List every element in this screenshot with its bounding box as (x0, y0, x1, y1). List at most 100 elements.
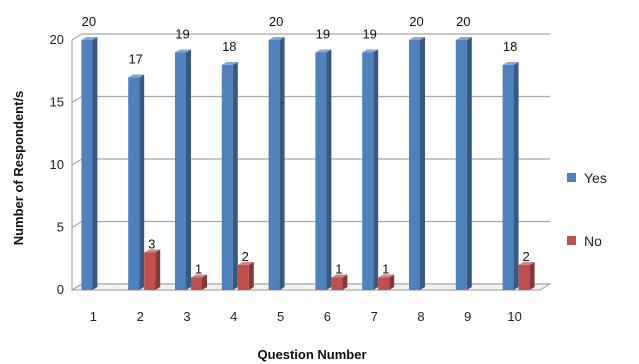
bar-front (175, 52, 186, 290)
x-tick-label: 7 (371, 309, 378, 324)
bar-top (378, 274, 395, 278)
x-tick-label: 9 (464, 309, 471, 324)
bar-top (409, 37, 425, 40)
data-label: 20 (82, 14, 96, 29)
bar-front (237, 265, 249, 290)
bar-no-10: 2 (518, 249, 535, 290)
bar-front (502, 65, 514, 290)
bar-side (248, 262, 254, 290)
bar-top (191, 274, 207, 278)
bar-no-2: 3 (144, 237, 161, 290)
bar-top (502, 62, 519, 65)
data-label: 20 (456, 14, 470, 29)
data-label: 1 (335, 262, 342, 277)
bar-top (144, 249, 161, 253)
data-label: 2 (242, 249, 249, 264)
bar-front (315, 52, 327, 290)
bar-front (144, 252, 156, 290)
bar-yes-6: 19 (315, 27, 332, 290)
data-label: 2 (522, 249, 529, 264)
x-tick-label: 5 (277, 309, 284, 324)
y-axis-title: Number of Respondent/s (11, 91, 26, 246)
legend-swatch-no (567, 236, 576, 245)
bar-yes-10: 18 (502, 39, 519, 290)
x-tick-label: 2 (137, 309, 144, 324)
bar-top (331, 274, 348, 278)
y-tick-label: 0 (57, 282, 64, 297)
bar-side (373, 49, 379, 290)
data-label: 20 (269, 14, 283, 29)
bar-side (202, 274, 207, 290)
bar-side (155, 249, 161, 290)
x-tick-label: 3 (183, 309, 190, 324)
x-tick-label: 4 (230, 309, 237, 324)
data-label: 1 (382, 262, 389, 277)
bars: 20 17 3 19 1 18 2 20 19 1 19 1 20 20 18 2 (81, 14, 535, 290)
bar-side (92, 37, 98, 290)
bar-no-3: 1 (191, 262, 207, 290)
legend-label-no: No (584, 233, 602, 249)
bar-top (268, 37, 285, 40)
data-label: 1 (195, 262, 202, 277)
data-label: 19 (175, 27, 189, 42)
bar-yes-5: 20 (268, 14, 285, 290)
bar-front (268, 40, 280, 290)
bar-top (362, 49, 379, 53)
x-tick-label: 8 (417, 309, 424, 324)
bar-yes-8: 20 (409, 14, 425, 290)
bar-side (466, 37, 472, 290)
bar-top (81, 37, 98, 40)
data-label: 19 (316, 27, 330, 42)
bar-front (221, 65, 233, 290)
bar-front (331, 277, 343, 290)
legend-swatch-yes (567, 173, 576, 182)
bar-front (409, 40, 420, 290)
data-label: 18 (503, 39, 517, 54)
bar-side (139, 74, 145, 290)
bar-side (529, 262, 535, 290)
data-label: 20 (409, 14, 423, 29)
y-tick-labels: 0 5 10 15 20 (50, 32, 64, 297)
bar-front (191, 277, 202, 290)
bar-side (420, 37, 425, 290)
gridline (71, 33, 550, 41)
bar-side (186, 49, 191, 290)
x-tick-label: 1 (90, 309, 97, 324)
bar-yes-9: 20 (455, 14, 472, 290)
data-label: 18 (222, 39, 236, 54)
y-tick-label: 5 (57, 220, 64, 235)
x-tick-label: 6 (324, 309, 331, 324)
bar-top (128, 74, 145, 78)
bar-side (513, 62, 519, 290)
bar-front (518, 265, 530, 290)
bar-yes-7: 19 (362, 27, 379, 290)
bar-front (362, 52, 374, 290)
bar-side (342, 274, 348, 290)
bar-side (389, 274, 395, 290)
bar-side (232, 62, 238, 290)
bar-yes-2: 17 (128, 52, 145, 290)
bar-yes-3: 19 (175, 27, 191, 290)
bar-top (455, 37, 472, 40)
y-tick-label: 20 (50, 32, 64, 47)
legend: Yes No (567, 170, 607, 249)
data-label: 19 (362, 27, 376, 42)
bar-front (378, 277, 390, 290)
bar-side (326, 49, 332, 290)
bar-front (81, 40, 93, 290)
bar-top (237, 262, 254, 265)
bar-top (315, 49, 332, 53)
bar-no-6: 1 (331, 262, 348, 290)
y-tick-label: 15 (50, 95, 64, 110)
x-tick-label: 10 (507, 309, 521, 324)
bar-top (221, 62, 238, 65)
data-label: 3 (148, 237, 155, 252)
bar-front (455, 40, 467, 290)
bar-front (128, 77, 140, 290)
bar-top (518, 262, 535, 265)
legend-label-yes: Yes (584, 170, 607, 186)
bar-no-7: 1 (378, 262, 395, 290)
y-tick-label: 10 (50, 157, 64, 172)
data-label: 17 (128, 52, 142, 67)
